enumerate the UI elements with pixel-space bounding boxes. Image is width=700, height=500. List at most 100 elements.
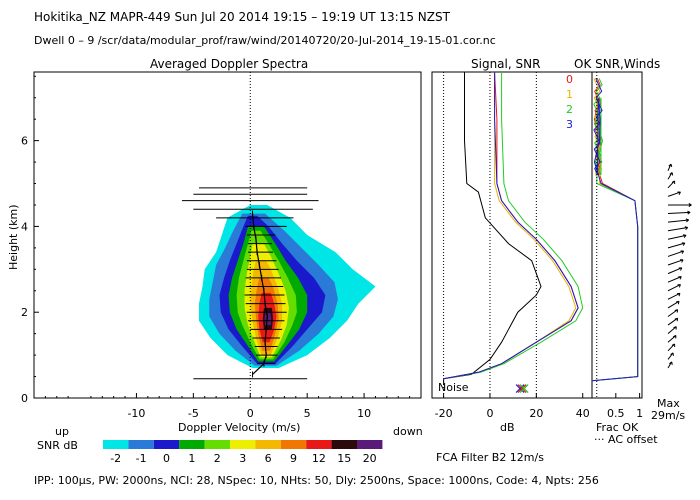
colorbar-label: SNR dB bbox=[37, 439, 78, 452]
noise-label: Noise bbox=[438, 381, 469, 394]
header-title: Hokitika_NZ MAPR-449 Sun Jul 20 2014 19:… bbox=[34, 10, 450, 24]
colorbar-tick-1: -1 bbox=[136, 452, 147, 465]
wind-vector-12 bbox=[667, 259, 684, 266]
x-tick-label-4: 10 bbox=[357, 407, 371, 420]
ok-frame bbox=[591, 71, 643, 399]
wind-arrowhead-3 bbox=[672, 334, 677, 339]
y-tick-label-0: 0 bbox=[21, 392, 28, 405]
colorbar-tick-5: 3 bbox=[239, 452, 246, 465]
wind-vector-17 bbox=[667, 219, 689, 223]
header-file-path: Dwell 0 – 9 /scr/data/modular_prof/raw/w… bbox=[34, 34, 496, 47]
wind-arrowhead-8 bbox=[676, 292, 681, 297]
snr-marker-1 bbox=[517, 384, 527, 393]
snr-marker-2 bbox=[519, 384, 529, 393]
wind-arrowhead-12 bbox=[680, 259, 684, 263]
snr-series-noise bbox=[443, 72, 542, 386]
wind-arrowhead-19 bbox=[688, 202, 692, 207]
wind-arrowhead-20 bbox=[677, 191, 681, 195]
wind-arrowhead-10 bbox=[678, 276, 682, 280]
colorbar-swatch-0 bbox=[103, 440, 129, 449]
wind-plot bbox=[667, 163, 692, 369]
wind-vector-20 bbox=[667, 191, 681, 197]
wind-vector-11 bbox=[667, 267, 682, 275]
wind-max-label: Max bbox=[657, 397, 680, 410]
snr-x-tick-label-0: -20 bbox=[435, 407, 453, 420]
x-axis-label: Doppler Velocity (m/s) bbox=[178, 421, 301, 434]
colorbar-swatch-5 bbox=[230, 440, 256, 449]
frac-ok-label: Frac OK bbox=[596, 421, 639, 434]
wind-arrowhead-7 bbox=[675, 300, 680, 305]
spectra-title: Averaged Doppler Spectra bbox=[150, 57, 309, 71]
corner-down-label: down bbox=[393, 425, 423, 438]
x-tick-label-1: -5 bbox=[188, 407, 199, 420]
colorbar-tick-0: -2 bbox=[110, 452, 121, 465]
ok-plot: 0.5 1 bbox=[591, 72, 643, 420]
filter-label: FCA Filter B2 12m/s bbox=[436, 451, 544, 464]
wind-arrowhead-2 bbox=[671, 343, 676, 347]
wind-vector-4 bbox=[667, 326, 677, 335]
snr-x-tick-label-1: 0 bbox=[486, 407, 493, 420]
x-tick-label-0: -10 bbox=[127, 407, 145, 420]
ok-panel-title: OK SNR,Winds bbox=[574, 57, 661, 71]
wind-vector-15 bbox=[667, 234, 687, 240]
y-tick-label-2: 4 bbox=[21, 220, 28, 233]
wind-arrowhead-5 bbox=[674, 317, 679, 322]
colorbar-tick-8: 12 bbox=[312, 452, 326, 465]
wind-arrowhead-13 bbox=[680, 250, 685, 254]
snr-x-tick-label-3: 40 bbox=[576, 407, 590, 420]
ok-x-tick-label-0: 0.5 bbox=[607, 407, 625, 420]
colorbar-swatch-8 bbox=[306, 440, 332, 449]
colorbar-swatch-6 bbox=[255, 440, 281, 449]
snr-frame bbox=[431, 71, 593, 399]
wind-vector-7 bbox=[667, 300, 680, 309]
colorbar-tick-9: 15 bbox=[337, 452, 351, 465]
wind-arrowhead-11 bbox=[678, 267, 683, 271]
colorbar-tick-7: 9 bbox=[290, 452, 297, 465]
snr-contour-level-10 bbox=[264, 312, 272, 326]
colorbar-swatch-4 bbox=[204, 440, 230, 449]
wind-arrowhead-6 bbox=[674, 309, 679, 313]
wind-arrowhead-15 bbox=[683, 234, 687, 238]
snr-x-tick-label-2: 20 bbox=[529, 407, 543, 420]
wind-arrowhead-23 bbox=[668, 163, 673, 168]
wind-vector-6 bbox=[667, 309, 678, 317]
snr-series-3 bbox=[443, 72, 579, 380]
snr-x-label: dB bbox=[500, 421, 515, 434]
beam-1-label: 1 bbox=[566, 88, 573, 101]
wind-vector-5 bbox=[667, 317, 678, 326]
colorbar-tick-10: 20 bbox=[363, 452, 377, 465]
colorbar-swatch-7 bbox=[280, 440, 307, 449]
wind-arrowhead-18 bbox=[687, 210, 691, 215]
ok-series-beam-3 bbox=[591, 78, 639, 382]
wind-vector-14 bbox=[667, 242, 685, 249]
wind-max-speed: 29m/s bbox=[651, 409, 686, 422]
y-tick-label-1: 2 bbox=[21, 306, 28, 319]
wind-arrowhead-17 bbox=[685, 218, 690, 223]
ok-x-tick-label-1: 1 bbox=[636, 407, 643, 420]
wind-arrowhead-22 bbox=[669, 172, 674, 176]
beam-3-label: 3 bbox=[566, 118, 573, 131]
x-tick-label-3: 5 bbox=[304, 407, 311, 420]
wind-vector-13 bbox=[667, 250, 684, 257]
wind-arrowhead-14 bbox=[681, 242, 686, 246]
snr-marker-0 bbox=[515, 384, 525, 393]
beam-0-label: 0 bbox=[566, 73, 573, 86]
wind-vector-16 bbox=[667, 227, 688, 232]
snr-panel-title: Signal, SNR bbox=[471, 57, 541, 71]
snr-series-2 bbox=[443, 72, 584, 380]
colorbar-swatch-1 bbox=[128, 440, 154, 449]
colorbar-swatch-3 bbox=[179, 440, 205, 449]
wind-vector-18 bbox=[667, 211, 691, 215]
footer-params: IPP: 100µs, PW: 2000ns, NCI: 28, NSpec: … bbox=[34, 474, 599, 487]
corner-up-label: up bbox=[55, 425, 69, 438]
colorbar-swatch-9 bbox=[331, 440, 357, 449]
wind-arrowhead-9 bbox=[677, 284, 681, 288]
wind-vector-10 bbox=[667, 276, 682, 283]
colorbar-tick-4: 2 bbox=[214, 452, 221, 465]
ac-offset-label: ··· AC offset bbox=[594, 433, 658, 446]
wind-arrowhead-0 bbox=[669, 361, 673, 365]
colorbar-swatch-2 bbox=[153, 440, 180, 449]
colorbar-swatch-10 bbox=[357, 440, 383, 449]
snr-plot: -20 0 20 40 bbox=[435, 71, 590, 420]
